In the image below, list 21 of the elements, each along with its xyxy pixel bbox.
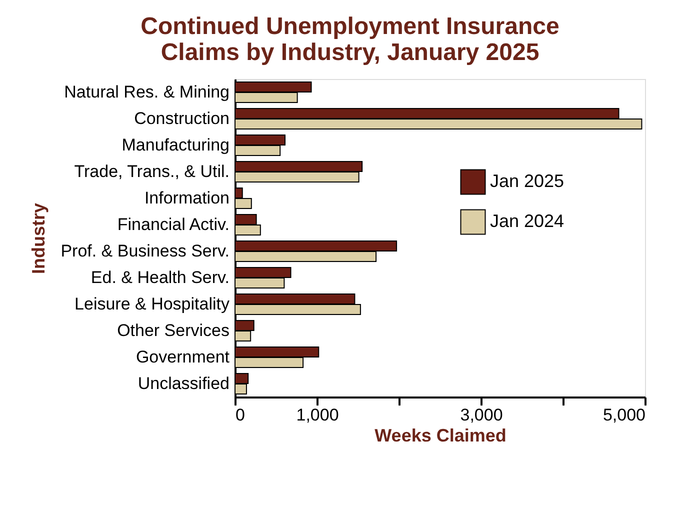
legend-label: Jan 2024 [490,211,564,231]
y-tick-label: Manufacturing [122,135,230,154]
y-tick-label: Trade, Trans., & Util. [74,162,230,181]
y-tick-label: Other Services [117,320,230,340]
y-tick-label: Unclassified [138,374,230,393]
y-tick-label: Ed. & Health Serv. [90,268,230,287]
x-tick-label: 5,000 [602,406,646,424]
y-tick-label: Government [136,347,230,366]
y-tick-label: Construction [134,108,230,128]
x-tick-label: 0 [236,406,245,424]
chart-title: Continued Unemployment Insurance Claims by Industry, January 2025 [140,13,560,66]
x-tick-label: 1,000 [296,406,339,424]
y-tick-label: Prof. & Business Serv. [60,241,230,260]
y-tick-label: Information [144,188,230,208]
x-tick-label: 3,000 [460,406,503,424]
y-axis-title: Industry [28,202,49,274]
y-tick-label: Leisure & Hospitality [74,294,230,314]
x-axis-title: Weeks Claimed [374,426,506,446]
y-tick-label: Financial Activ. [117,214,230,234]
y-tick-label: Natural Res. & Mining [64,82,230,102]
legend-label: Jan 2025 [490,171,564,191]
